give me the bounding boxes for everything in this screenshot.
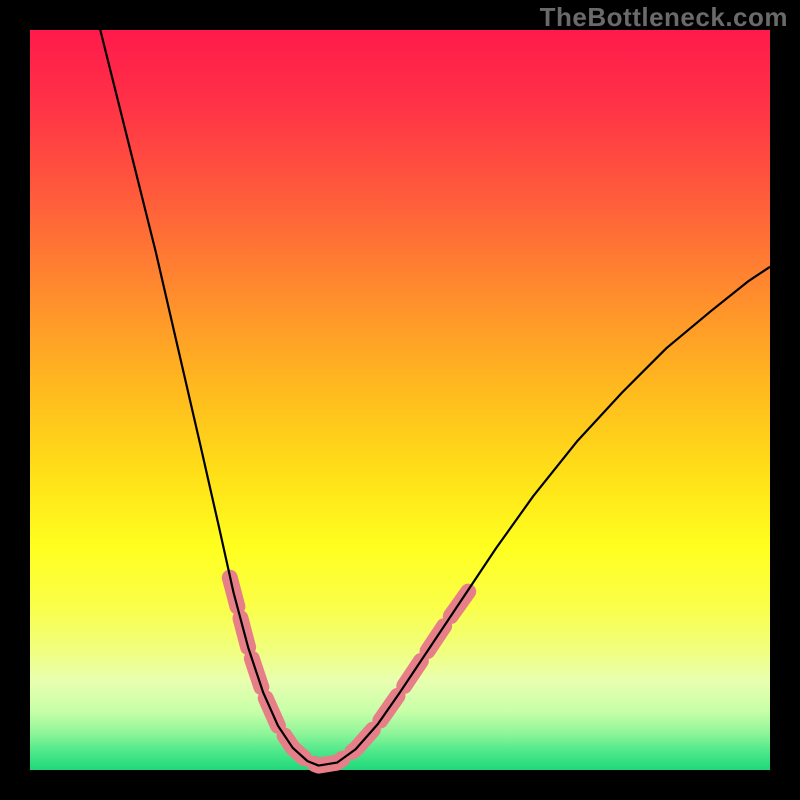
v-curve xyxy=(100,30,770,766)
curve-overlay xyxy=(0,0,800,800)
highlight-band xyxy=(230,578,470,766)
chart-stage: TheBottleneck.com xyxy=(0,0,800,800)
